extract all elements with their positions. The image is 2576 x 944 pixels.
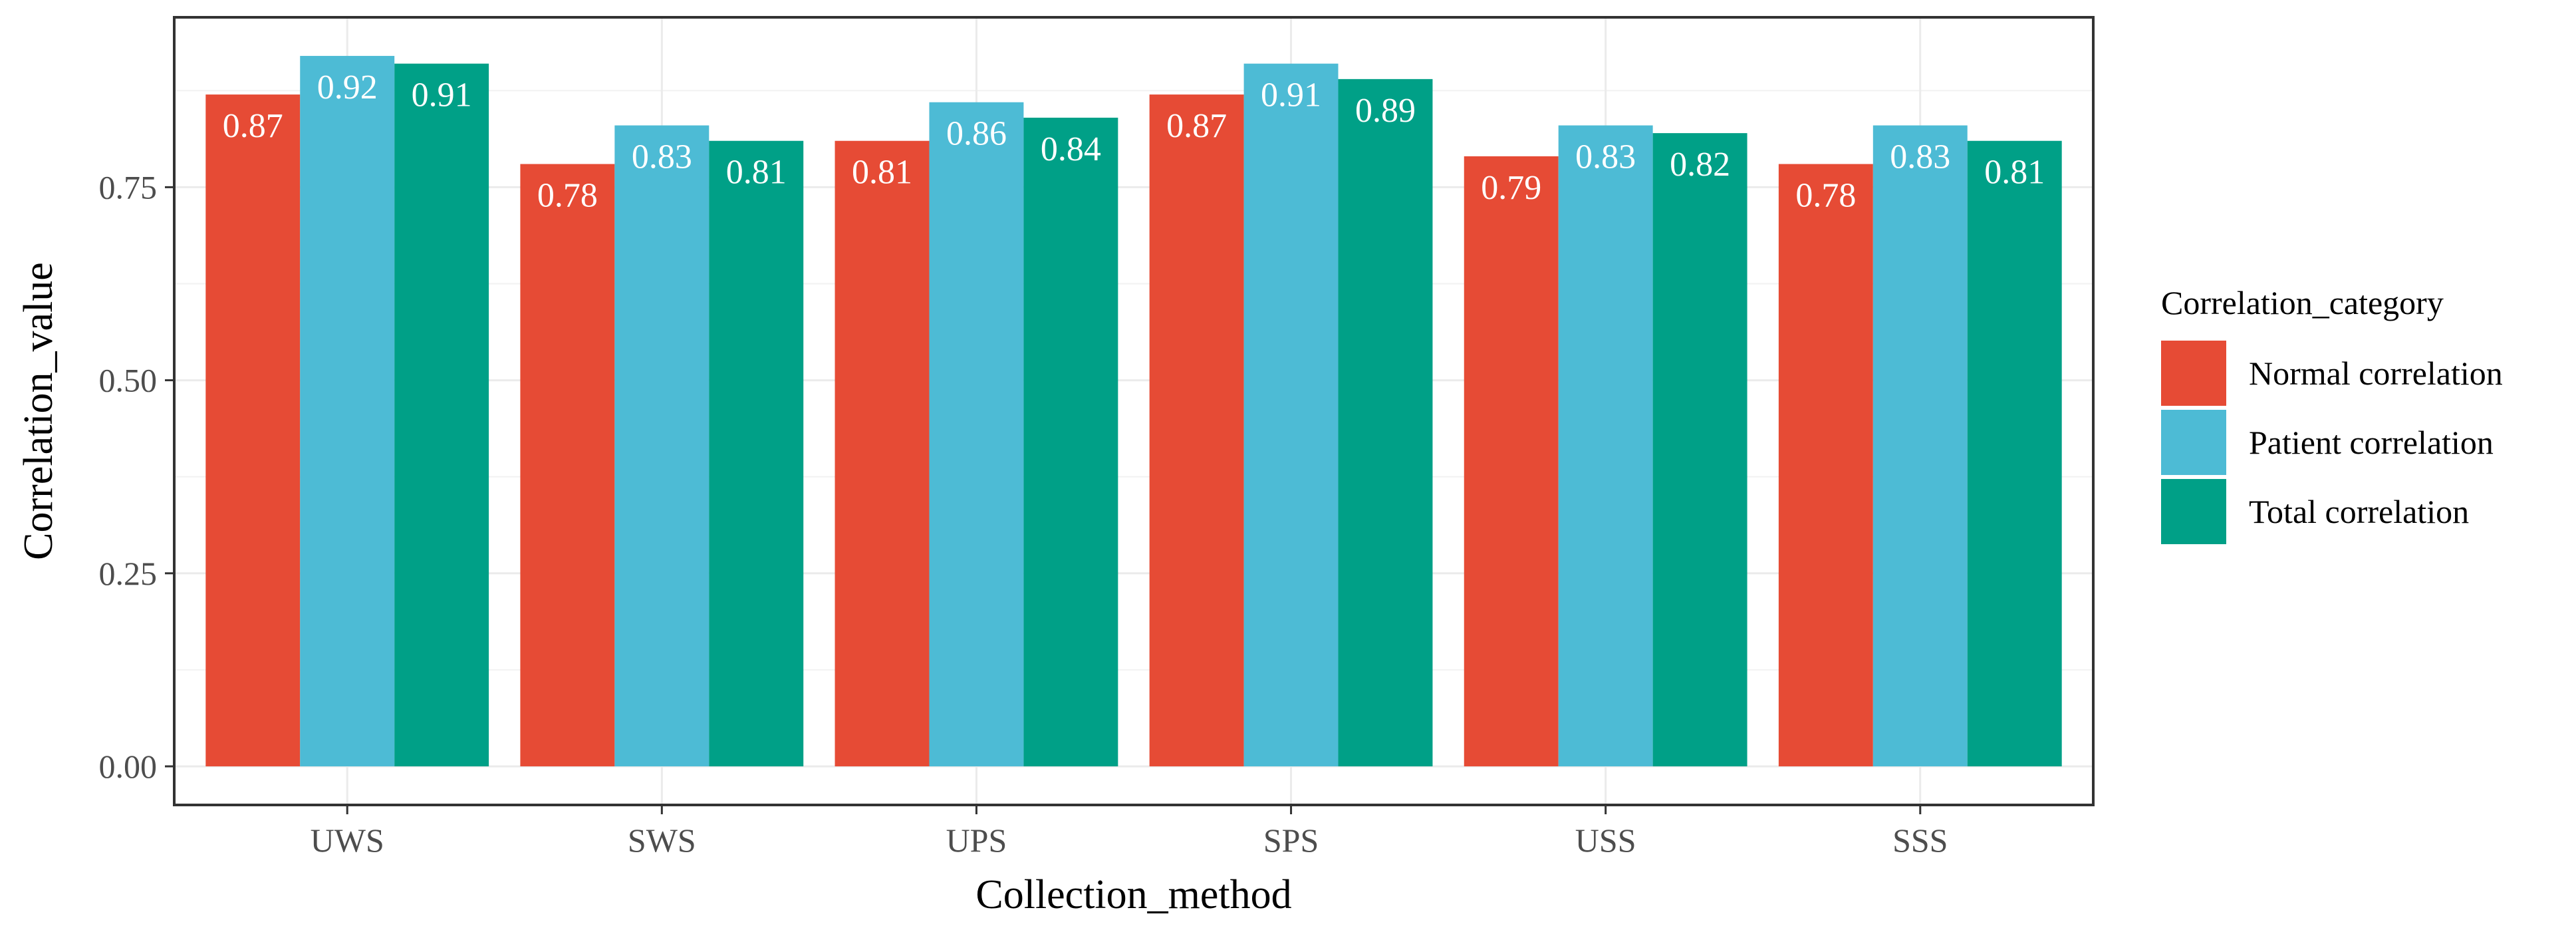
bar xyxy=(1558,125,1653,766)
y-tick-label: 0.25 xyxy=(99,555,158,592)
x-tick-label: UPS xyxy=(946,822,1007,859)
bar-data-label: 0.83 xyxy=(632,138,692,176)
legend-label: Total correlation xyxy=(2249,493,2469,530)
bar-data-label: 0.81 xyxy=(852,154,912,192)
bar-labels: 0.87 0.92 0.91 0.78 0.83 0.81 0.81 0.86 0.84 0.87… xyxy=(223,69,2045,215)
y-axis-title: Correlation_value xyxy=(16,262,61,560)
bar-data-label: 0.84 xyxy=(1041,130,1101,168)
bar-data-label: 0.79 xyxy=(1481,169,1541,207)
bar-data-label: 0.81 xyxy=(1984,154,2045,192)
bar-data-label: 0.83 xyxy=(1575,138,1636,176)
bar-data-label: 0.87 xyxy=(1166,107,1227,145)
x-tick-label: SSS xyxy=(1892,822,1948,859)
bar xyxy=(520,164,615,766)
bar-data-label: 0.89 xyxy=(1355,92,1416,130)
legend-key xyxy=(2161,479,2226,544)
bar xyxy=(929,102,1024,766)
bar xyxy=(1778,164,1873,766)
legend-label: Patient correlation xyxy=(2249,424,2494,461)
y-tick-label: 0.50 xyxy=(99,362,158,399)
x-tick-label: USS xyxy=(1575,822,1636,859)
bar-data-label: 0.83 xyxy=(1890,138,1950,176)
bar-data-label: 0.92 xyxy=(317,69,378,106)
bar xyxy=(1338,79,1433,766)
legend-label: Normal correlation xyxy=(2249,355,2503,392)
x-axis-title: Collection_method xyxy=(975,872,1291,917)
x-tick-label: UWS xyxy=(311,822,384,859)
bar xyxy=(1967,140,2062,766)
bar-data-label: 0.91 xyxy=(1261,77,1321,114)
bar-data-label: 0.86 xyxy=(946,115,1007,153)
bar xyxy=(709,140,804,766)
bar xyxy=(1149,94,1244,766)
bars xyxy=(205,56,2062,766)
bar-data-label: 0.91 xyxy=(412,77,472,114)
legend-key xyxy=(2161,410,2226,475)
legend-key xyxy=(2161,341,2226,406)
bar-data-label: 0.78 xyxy=(537,177,598,215)
x-axis: UWS SWS UPS SPS USS SSS xyxy=(311,805,1948,859)
bar xyxy=(300,56,395,766)
y-tick-label: 0.75 xyxy=(99,168,158,206)
bar-data-label: 0.82 xyxy=(1670,146,1730,184)
x-tick-label: SWS xyxy=(628,822,696,859)
bar xyxy=(1872,125,1968,766)
bar xyxy=(835,140,930,766)
bar xyxy=(394,63,489,766)
bar-data-label: 0.78 xyxy=(1795,177,1856,215)
y-tick-label: 0.00 xyxy=(99,748,158,785)
bar-data-label: 0.87 xyxy=(223,107,283,145)
legend: Correlation_category Normal correlation P… xyxy=(2161,284,2503,544)
bar xyxy=(1652,133,1747,766)
bar xyxy=(205,94,301,766)
plot-panel-border xyxy=(173,16,2095,806)
y-axis: 0.00 0.25 0.50 0.75 xyxy=(99,168,174,785)
x-tick-label: SPS xyxy=(1263,822,1319,859)
bar xyxy=(1243,63,1339,766)
bar xyxy=(614,125,709,766)
legend-title: Correlation_category xyxy=(2161,284,2444,321)
bar-data-label: 0.81 xyxy=(726,154,787,192)
bar xyxy=(1464,156,1559,766)
bar xyxy=(1023,117,1118,766)
